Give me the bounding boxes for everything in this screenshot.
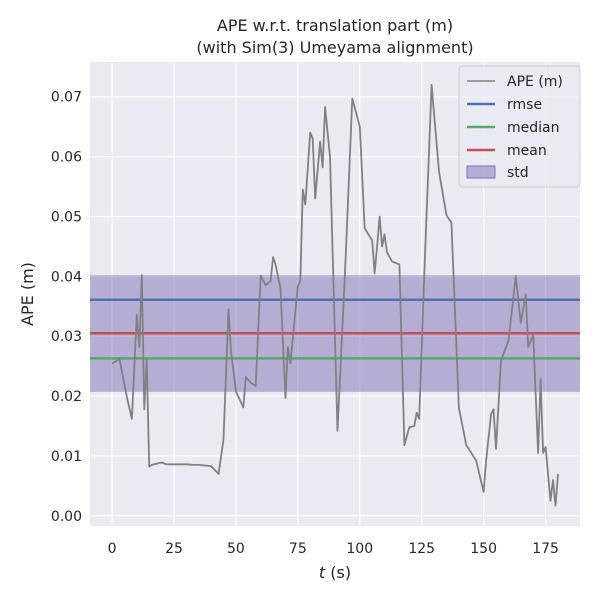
y-tick-label: 0.06 xyxy=(51,150,82,166)
chart-title-line2: (with Sim(3) Umeyama alignment) xyxy=(196,38,473,57)
legend: APE (m) rmse median mean std xyxy=(458,65,581,188)
legend-handle-std xyxy=(466,165,496,179)
x-tick-label: 125 xyxy=(408,541,435,557)
x-tick-label: 150 xyxy=(470,541,497,557)
y-tick-label: 0.04 xyxy=(51,269,82,285)
x-tick-label: 175 xyxy=(532,541,559,557)
x-tick-label: 25 xyxy=(165,541,183,557)
y-tick-label: 0.00 xyxy=(51,509,82,525)
x-axis-label-unit: (s) xyxy=(325,563,351,582)
x-tick-labels: 0 25 50 75 100 125 150 175 xyxy=(108,541,559,557)
legend-label-ape: APE (m) xyxy=(507,74,563,90)
legend-label-rmse: rmse xyxy=(507,97,542,113)
y-tick-labels: 0.00 0.01 0.02 0.03 0.04 0.05 0.06 0.07 xyxy=(51,90,82,525)
y-tick-label: 0.03 xyxy=(51,329,82,345)
x-tick-label: 0 xyxy=(108,541,117,557)
x-axis-label: t (s) xyxy=(319,563,351,582)
y-tick-label: 0.05 xyxy=(51,209,82,225)
legend-label-mean: mean xyxy=(507,143,547,159)
y-tick-label: 0.01 xyxy=(51,449,82,465)
series-layer xyxy=(111,83,559,507)
x-tick-label: 75 xyxy=(289,541,307,557)
y-axis-label: APE (m) xyxy=(18,262,37,326)
x-axis-label-var: t xyxy=(319,563,326,582)
legend-label-std: std xyxy=(507,165,529,181)
y-tick-label: 0.02 xyxy=(51,389,82,405)
x-tick-label: 50 xyxy=(227,541,245,557)
legend-label-median: median xyxy=(507,120,559,136)
y-tick-label: 0.07 xyxy=(51,90,82,106)
chart-title-line1: APE w.r.t. translation part (m) xyxy=(217,16,453,35)
ape-series-line xyxy=(111,83,559,507)
x-tick-label: 100 xyxy=(346,541,373,557)
legend-frame xyxy=(458,65,581,188)
